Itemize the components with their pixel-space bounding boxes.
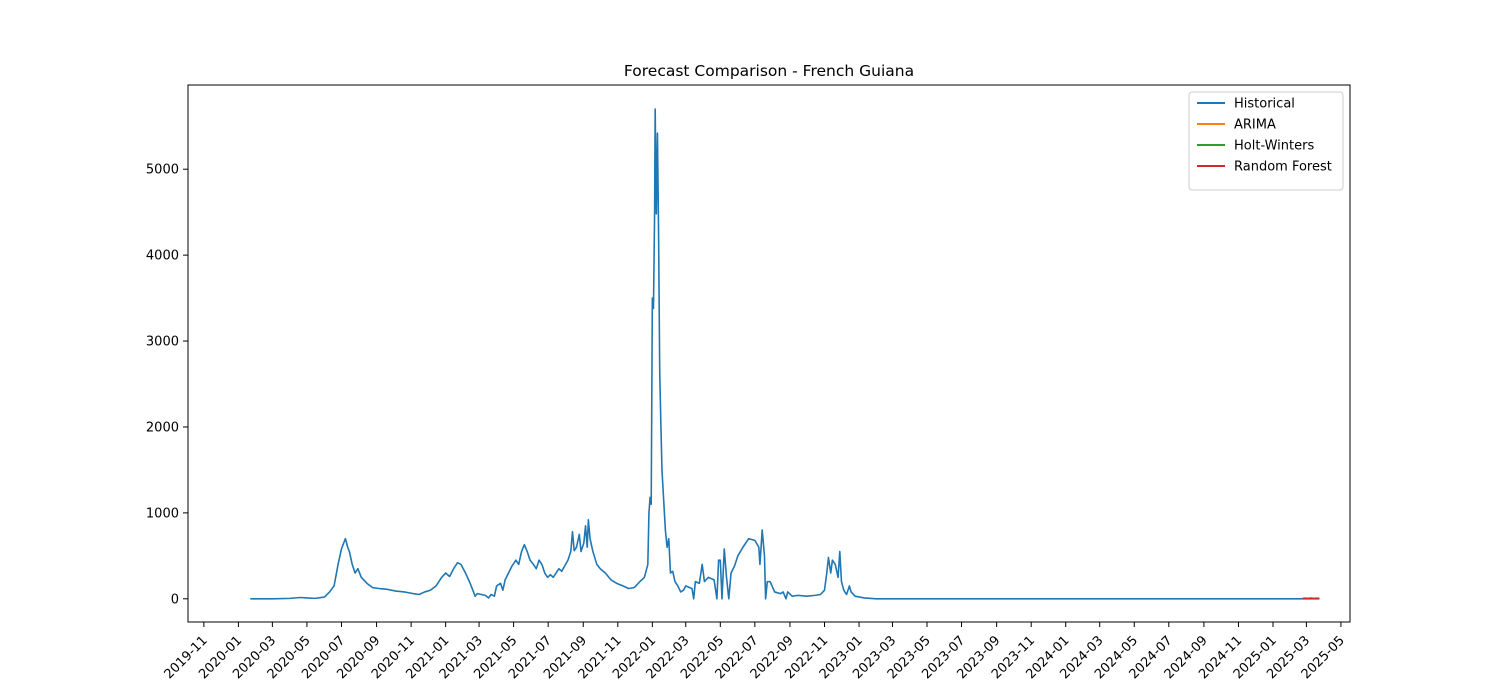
- plot-frame: [187, 84, 1351, 623]
- chart-title: Forecast Comparison - French Guiana: [624, 62, 914, 80]
- legend-box: [1188, 91, 1344, 191]
- legend: Historical ARIMA Holt-Winters Random Forest: [1188, 91, 1344, 191]
- legend-label: Random Forest: [1234, 160, 1332, 175]
- y-tick-label: 1000: [146, 506, 179, 521]
- y-tick-label: 2000: [146, 420, 179, 435]
- y-axis: 0 1000 2000 3000 4000 5000: [146, 163, 188, 607]
- series-line-historical: [250, 108, 1303, 600]
- y-tick-label: 5000: [146, 163, 179, 178]
- y-tick-label: 4000: [146, 249, 179, 264]
- legend-label: ARIMA: [1234, 118, 1276, 133]
- legend-label: Historical: [1234, 97, 1295, 112]
- y-tick-label: 3000: [146, 335, 179, 350]
- series-lines: [250, 108, 1320, 600]
- plot-area: [188, 85, 1350, 622]
- y-tick-label: 0: [171, 592, 179, 607]
- legend-label: Holt-Winters: [1234, 139, 1314, 154]
